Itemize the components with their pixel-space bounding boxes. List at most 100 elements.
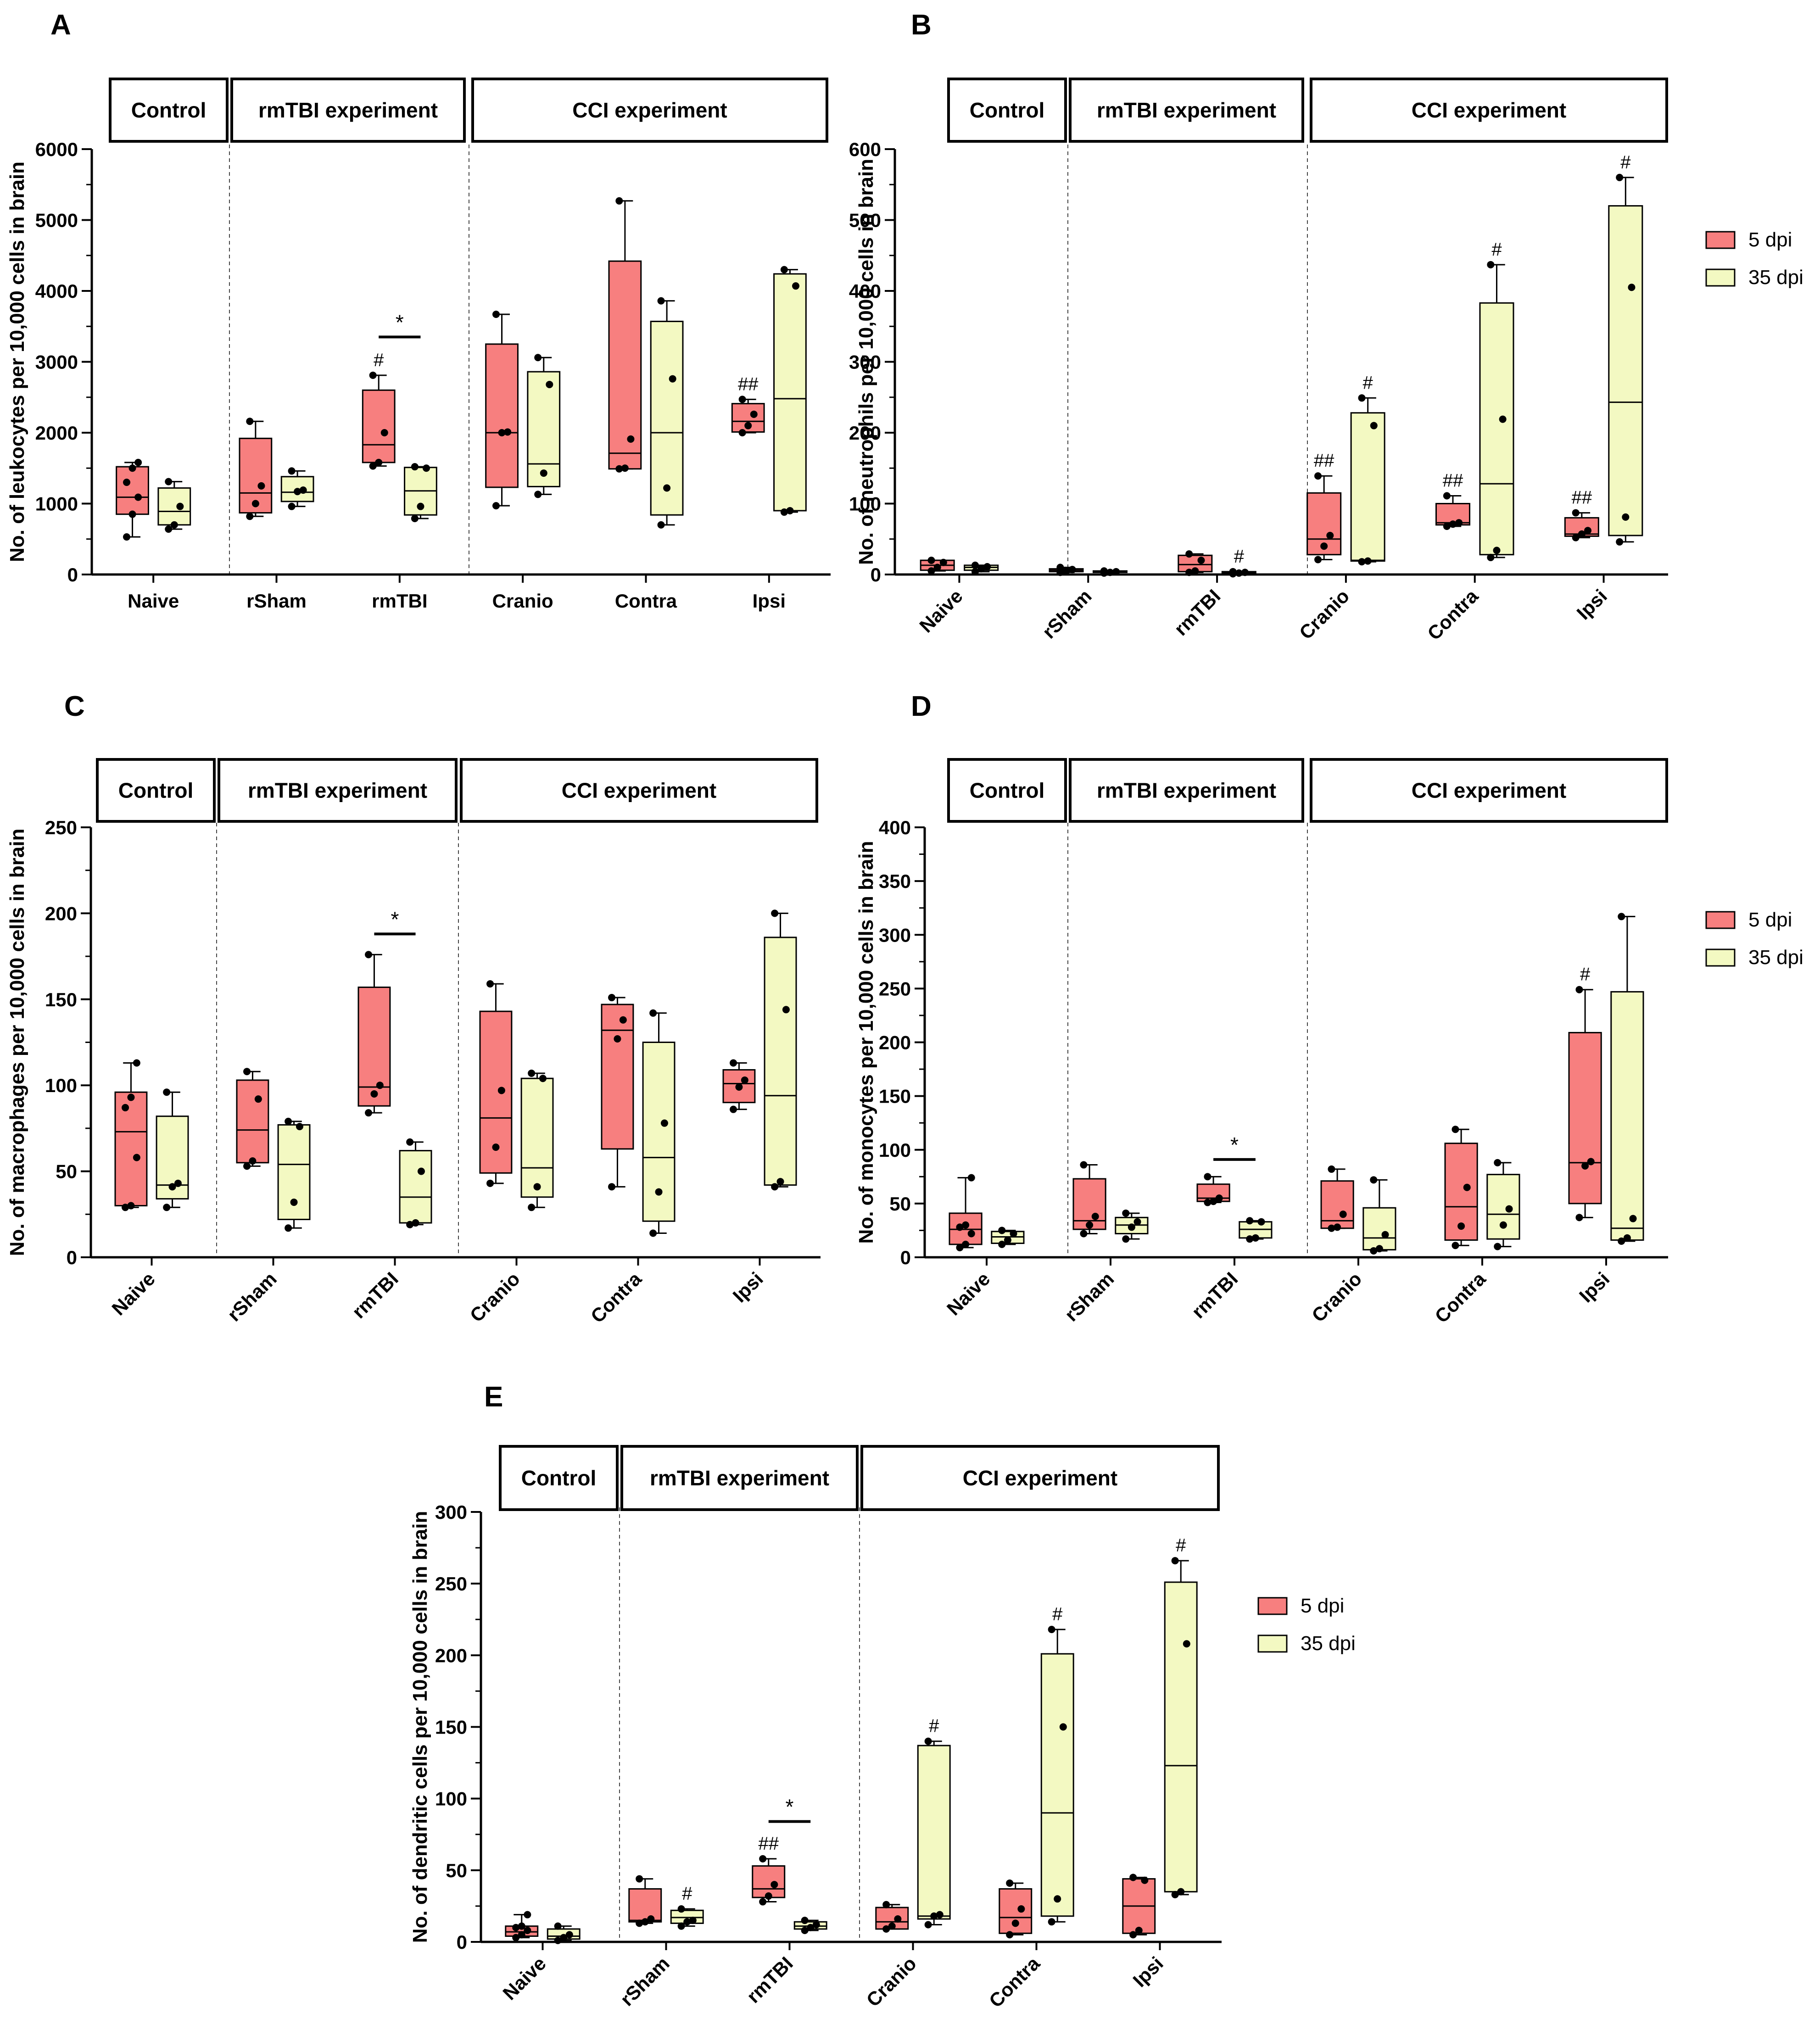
x-tick-label: Cranio	[466, 1268, 524, 1326]
data-point	[369, 371, 377, 379]
data-point	[1006, 1931, 1014, 1939]
box-35dpi-rsham	[1092, 567, 1128, 577]
panel-letter: D	[911, 691, 932, 722]
data-point	[1141, 1876, 1149, 1884]
data-point	[497, 1087, 505, 1094]
data-point	[608, 994, 616, 1002]
y-tick-label: 300	[879, 924, 911, 946]
data-point	[406, 1221, 414, 1228]
data-point	[534, 354, 542, 362]
x-tick-label: Ipsi	[1128, 1952, 1167, 1991]
data-point	[1177, 1888, 1185, 1896]
data-point	[1449, 520, 1457, 528]
x-tick-label: Cranio	[492, 590, 553, 612]
box-35dpi-contra: #	[1479, 240, 1514, 561]
data-point	[1068, 566, 1076, 574]
box-body	[1610, 991, 1644, 1241]
header-label: Control	[970, 98, 1045, 122]
data-point	[924, 1737, 932, 1745]
y-axis-label: No. of leukocytes per 10,000 cells in br…	[6, 162, 28, 562]
data-point	[1339, 1210, 1347, 1218]
data-point	[1452, 1126, 1459, 1133]
data-point	[1011, 1919, 1019, 1927]
legend-label: 35 dpi	[1301, 1632, 1356, 1655]
header-label: Control	[118, 779, 194, 803]
data-point	[1128, 1223, 1135, 1231]
box-5dpi-ipsi: #	[1568, 965, 1602, 1221]
x-tick-label: rmTBI	[348, 1268, 402, 1322]
data-point	[249, 1157, 257, 1165]
data-point	[243, 1068, 251, 1076]
box-5dpi-cranio: ##	[1306, 451, 1342, 563]
data-point	[660, 1119, 668, 1127]
box-5dpi-rsham	[1072, 1161, 1106, 1238]
box-body	[1435, 503, 1471, 526]
data-point	[174, 1179, 182, 1187]
data-point	[1628, 284, 1636, 291]
box-5dpi-naive	[116, 458, 149, 541]
data-point	[1616, 538, 1624, 546]
data-point	[1314, 472, 1322, 480]
data-point	[1059, 1723, 1067, 1731]
data-point	[1235, 569, 1243, 577]
data-point	[770, 1881, 778, 1889]
data-point	[1358, 558, 1366, 566]
data-point	[554, 1936, 562, 1944]
data-point	[504, 428, 512, 436]
box-35dpi-rsham	[1115, 1209, 1149, 1243]
data-point	[930, 1912, 938, 1920]
data-point	[1062, 567, 1070, 575]
data-point	[750, 410, 758, 418]
box-5dpi-rmtbi	[1178, 550, 1213, 576]
data-point	[1004, 1236, 1011, 1244]
data-point	[1185, 569, 1193, 576]
data-point	[1623, 1234, 1631, 1242]
significance-annotation: ##	[1572, 488, 1592, 508]
box-5dpi-ipsi	[1122, 1874, 1156, 1939]
box-35dpi-rsham: #	[670, 1884, 704, 1930]
data-point	[1229, 568, 1237, 575]
x-tick-label: Ipsi	[753, 590, 786, 612]
data-point	[888, 1922, 896, 1930]
box-35dpi-rsham	[277, 1117, 311, 1232]
x-tick-label: rmTBI	[372, 590, 427, 612]
data-point	[939, 558, 947, 566]
box-5dpi-contra	[608, 197, 642, 473]
data-point	[1328, 1165, 1335, 1173]
data-point	[730, 1059, 737, 1067]
box-body	[157, 487, 191, 526]
data-point	[1080, 1230, 1088, 1238]
data-point	[1246, 1217, 1254, 1225]
box-35dpi-ipsi: #	[1164, 1535, 1198, 1898]
data-point	[512, 1934, 520, 1941]
data-point	[134, 493, 142, 501]
box-5dpi-rsham	[1049, 563, 1084, 576]
data-point	[1171, 1557, 1179, 1565]
box-5dpi-ipsi: ##	[1564, 488, 1599, 541]
significance-star: *	[396, 310, 404, 334]
data-point	[882, 1925, 890, 1933]
y-tick-label: 200	[849, 422, 881, 444]
data-point	[1091, 1212, 1099, 1220]
box-35dpi-ipsi	[764, 909, 797, 1191]
data-point	[657, 297, 665, 305]
header-box	[1069, 758, 1304, 823]
legend-swatch-5dpi	[1257, 1597, 1288, 1615]
data-point	[417, 502, 424, 510]
box-5dpi-contra: ##	[1435, 471, 1471, 530]
data-point	[163, 1088, 171, 1096]
box-body	[116, 466, 149, 515]
data-point	[176, 502, 184, 510]
data-point	[165, 525, 173, 533]
y-tick-label: 0	[67, 564, 78, 586]
data-point	[122, 1204, 129, 1211]
box-35dpi-rsham	[280, 467, 314, 510]
data-point	[123, 533, 130, 541]
data-point	[1370, 1247, 1378, 1255]
data-point	[133, 1154, 140, 1161]
data-point	[677, 1905, 685, 1913]
data-point	[649, 1229, 657, 1237]
data-point	[1054, 1895, 1061, 1903]
data-point	[123, 479, 130, 486]
